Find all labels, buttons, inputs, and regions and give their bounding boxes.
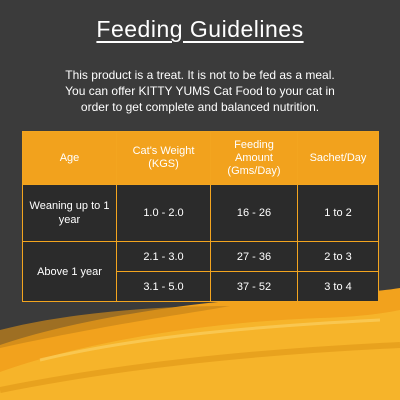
sachet-cell: 1 to 2 [297,184,379,242]
table-row: Above 1 year 2.1 - 3.0 27 - 36 2 to 3 [22,241,379,302]
header-sachet-per-day: Sachet/Day [297,131,379,185]
header-age: Age [22,131,117,185]
weight-cell: 3.1 - 5.0 [116,271,211,302]
amount-cell: 37 - 52 [210,271,298,302]
table-row: 3.1 - 5.0 37 - 52 3 to 4 [23,271,379,302]
age-cell: Weaning up to 1 year [22,184,117,242]
table-row: Weaning up to 1 year 1.0 - 2.0 16 - 26 1… [22,184,379,242]
header-weight: Cat's Weight (KGS) [116,131,211,185]
sachet-cell: 2 to 3 [297,241,379,272]
amount-cell: 16 - 26 [210,184,298,242]
weight-cell: 2.1 - 3.0 [116,241,211,272]
table-header-row: Age Cat's Weight (KGS) Feeding Amount (G… [22,131,379,185]
feeding-guidelines-table: Age Cat's Weight (KGS) Feeding Amount (G… [22,131,379,302]
intro-line: This product is a treat. It is not to be… [65,68,335,82]
age-cell: Above 1 year [22,241,117,302]
weight-cell: 1.0 - 2.0 [116,184,211,242]
amount-cell: 27 - 36 [210,241,298,272]
intro-line: order to get complete and balanced nutri… [80,100,320,114]
sachet-cell: 3 to 4 [297,271,379,302]
page-title: Feeding Guidelines [96,16,304,42]
intro-text: This product is a treat. It is not to be… [40,67,360,115]
header-feeding-amount: Feeding Amount (Gms/Day) [210,131,298,185]
intro-line: You can offer KITTY YUMS Cat Food to you… [65,84,335,98]
